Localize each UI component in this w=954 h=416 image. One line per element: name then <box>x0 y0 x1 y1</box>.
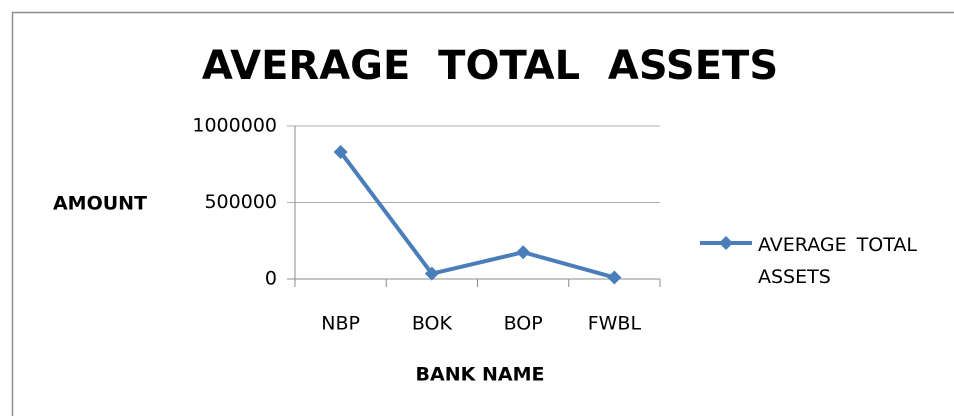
marker <box>516 245 531 260</box>
marker <box>333 145 348 160</box>
x-tick-label: BOK <box>412 313 453 335</box>
y-axis-label: AMOUNT <box>53 193 147 215</box>
y-tick-label: 500000 <box>204 191 277 213</box>
marker <box>607 270 622 285</box>
x-tick-label: BOP <box>504 313 543 335</box>
x-axis-label: BANK NAME <box>416 364 545 386</box>
frame <box>11 11 954 416</box>
chart-title: AVERAGE TOTAL ASSETS <box>202 43 778 89</box>
legend-label: AVERAGE TOTAL ASSETS <box>758 234 917 288</box>
x-tick-label: FWBL <box>588 313 642 335</box>
y-tick-label: 0 <box>265 268 277 290</box>
legend-marker <box>719 236 733 250</box>
x-tick-label: NBP <box>321 313 360 335</box>
series-line <box>339 150 615 280</box>
y-tick-label: 1000000 <box>192 115 277 137</box>
marker <box>424 266 439 281</box>
